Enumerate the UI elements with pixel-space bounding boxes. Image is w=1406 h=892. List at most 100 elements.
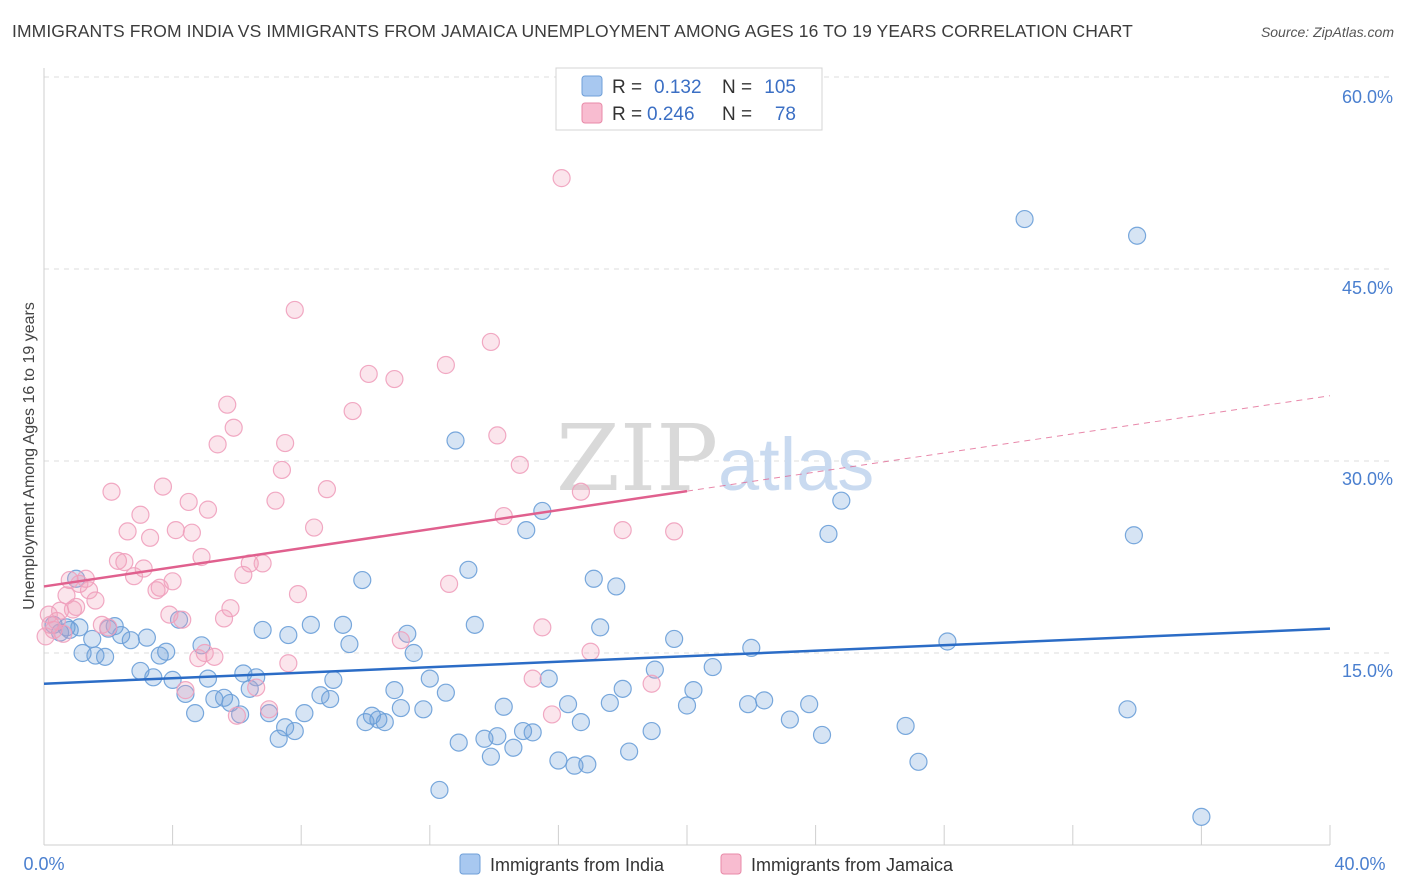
point-series1-11 <box>79 581 99 600</box>
point-series1-57 <box>343 401 362 421</box>
trendline-series1-solid <box>43 489 688 588</box>
point-series1-71 <box>571 482 591 501</box>
point-series1-77 <box>39 605 58 624</box>
point-series0-85 <box>665 629 684 649</box>
point-series1-29 <box>173 610 192 629</box>
point-series0-15 <box>137 628 156 647</box>
legend-bottom: Immigrants from India Immigrants from Ja… <box>459 853 954 875</box>
point-series0-49 <box>375 713 394 732</box>
point-series0-21 <box>176 684 195 704</box>
point-series0-16 <box>144 668 163 687</box>
point-series0-88 <box>703 657 722 677</box>
legend-bottom-label-jamaica: Immigrants from Jamaica <box>751 855 954 875</box>
point-series1-43 <box>227 706 246 725</box>
point-series0-8 <box>86 646 105 665</box>
point-series1-46 <box>247 678 266 697</box>
point-series1-62 <box>439 574 459 593</box>
point-series1-7 <box>63 600 83 619</box>
point-series1-63 <box>481 332 500 352</box>
point-series0-68 <box>517 521 536 540</box>
point-series0-69 <box>523 723 542 742</box>
point-series0-67 <box>513 721 533 741</box>
point-series1-31 <box>179 492 198 512</box>
point-series0-51 <box>391 698 410 718</box>
grid-layer <box>44 76 1392 654</box>
point-series0-94 <box>812 725 832 745</box>
point-series0-81 <box>613 679 632 698</box>
point-series0-42 <box>324 670 343 689</box>
point-series1-56 <box>317 480 337 499</box>
point-series1-41 <box>221 599 240 618</box>
point-series1-32 <box>182 523 201 542</box>
point-series1-59 <box>385 369 404 389</box>
point-series0-66 <box>504 738 523 757</box>
legend-swatch-jamaica <box>581 102 603 124</box>
point-series0-65 <box>494 697 513 716</box>
point-series0-43 <box>333 615 353 634</box>
point-series0-75 <box>571 713 591 732</box>
point-series0-91 <box>755 691 774 710</box>
point-series0-34 <box>269 729 288 748</box>
point-series1-16 <box>108 551 128 570</box>
point-series1-64 <box>488 426 507 445</box>
legend-bottom-swatch-jamaica <box>720 853 742 875</box>
point-series0-9 <box>95 647 115 666</box>
point-series0-50 <box>385 681 404 700</box>
point-series1-18 <box>118 522 137 541</box>
point-series1-25 <box>153 477 173 496</box>
point-series0-72 <box>549 751 568 770</box>
point-series0-96 <box>832 491 851 510</box>
point-series0-61 <box>465 615 484 634</box>
watermark-atlas: atlas <box>718 423 874 506</box>
legend-jamaica-r-value: 0.246 <box>647 104 695 125</box>
trendline-series0 <box>43 627 1331 685</box>
point-series0-53 <box>404 643 423 663</box>
point-series0-74 <box>565 756 584 775</box>
point-series0-58 <box>446 431 465 450</box>
y-tick-label-30: 30.0% <box>1342 469 1393 489</box>
points-layer <box>36 169 1211 826</box>
point-series0-31 <box>247 668 266 687</box>
point-series1-21 <box>134 559 153 578</box>
point-series1-8 <box>67 597 86 617</box>
point-series0-54 <box>414 700 433 719</box>
point-series1-73 <box>613 521 632 540</box>
point-series0-19 <box>163 670 182 689</box>
point-series0-60 <box>459 560 478 579</box>
point-series1-53 <box>285 300 304 320</box>
point-series1-12 <box>86 591 105 610</box>
x-tick-label-min: 0.0% <box>23 854 64 874</box>
point-series1-55 <box>304 518 324 537</box>
point-series1-68 <box>533 618 552 637</box>
point-series0-35 <box>276 718 295 737</box>
point-series0-76 <box>578 755 597 774</box>
point-series1-30 <box>176 681 195 700</box>
legend-bottom-swatch-india <box>459 853 481 875</box>
point-series1-69 <box>542 705 562 724</box>
point-series1-65 <box>494 506 513 526</box>
chart-title: IMMIGRANTS FROM INDIA VS IMMIGRANTS FROM… <box>12 21 1133 41</box>
point-series0-95 <box>819 524 838 544</box>
point-series0-32 <box>253 620 272 640</box>
legend-bottom-label-india: Immigrants from India <box>490 855 665 875</box>
point-series0-71 <box>539 669 558 688</box>
point-series1-54 <box>288 585 308 604</box>
point-series1-76 <box>36 627 55 646</box>
point-series0-92 <box>780 710 799 729</box>
point-series1-72 <box>581 642 600 661</box>
point-series1-49 <box>266 491 285 510</box>
point-series1-48 <box>259 700 279 719</box>
trendline-series1-dashed <box>686 395 1331 492</box>
point-series1-42 <box>224 418 243 437</box>
point-series1-75 <box>665 522 684 541</box>
y-tick-label-60: 60.0% <box>1342 87 1393 107</box>
point-series0-39 <box>301 615 320 634</box>
point-series0-103 <box>1127 226 1147 245</box>
point-series0-38 <box>295 704 314 723</box>
point-series0-101 <box>1118 700 1137 719</box>
point-series0-63 <box>481 747 500 766</box>
point-series1-23 <box>147 581 166 600</box>
y-axis-label: Unemployment Among Ages 16 to 19 years <box>21 302 38 610</box>
point-series1-58 <box>359 364 378 384</box>
point-series1-14 <box>99 618 118 637</box>
